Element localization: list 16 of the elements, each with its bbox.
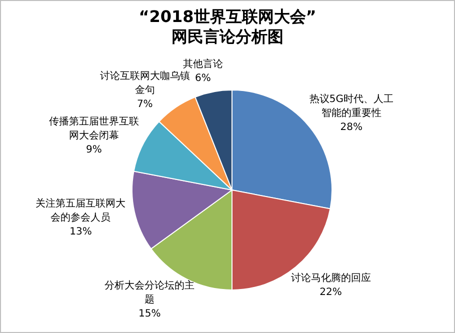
slice-label: 热议5G时代、人工智能的重要性 <box>309 93 394 120</box>
slice-label: 传播第五届世界互联网大会闭幕 <box>48 116 139 142</box>
slice-label: 其他言论 <box>182 58 223 70</box>
data-label: 28% <box>340 122 363 134</box>
data-label: 7% <box>136 99 153 110</box>
data-label: 13% <box>70 226 92 238</box>
data-label: 9% <box>86 144 102 156</box>
slice-label: 关注第五届互联网大会的参会人员 <box>36 198 126 224</box>
slice-label: 讨论马化腾的回应 <box>290 272 371 284</box>
chart-title: “2018世界互联网大会” <box>138 7 316 26</box>
data-label: 15% <box>138 308 161 320</box>
slice-label: 讨论互联网大咖乌镇金句 <box>100 70 190 96</box>
data-label: 22% <box>320 287 342 298</box>
chart-subtitle: 网民言论分析图 <box>172 27 284 46</box>
data-label: 6% <box>195 73 211 84</box>
slice-label: 分析大会分论坛的主题 <box>104 280 195 306</box>
